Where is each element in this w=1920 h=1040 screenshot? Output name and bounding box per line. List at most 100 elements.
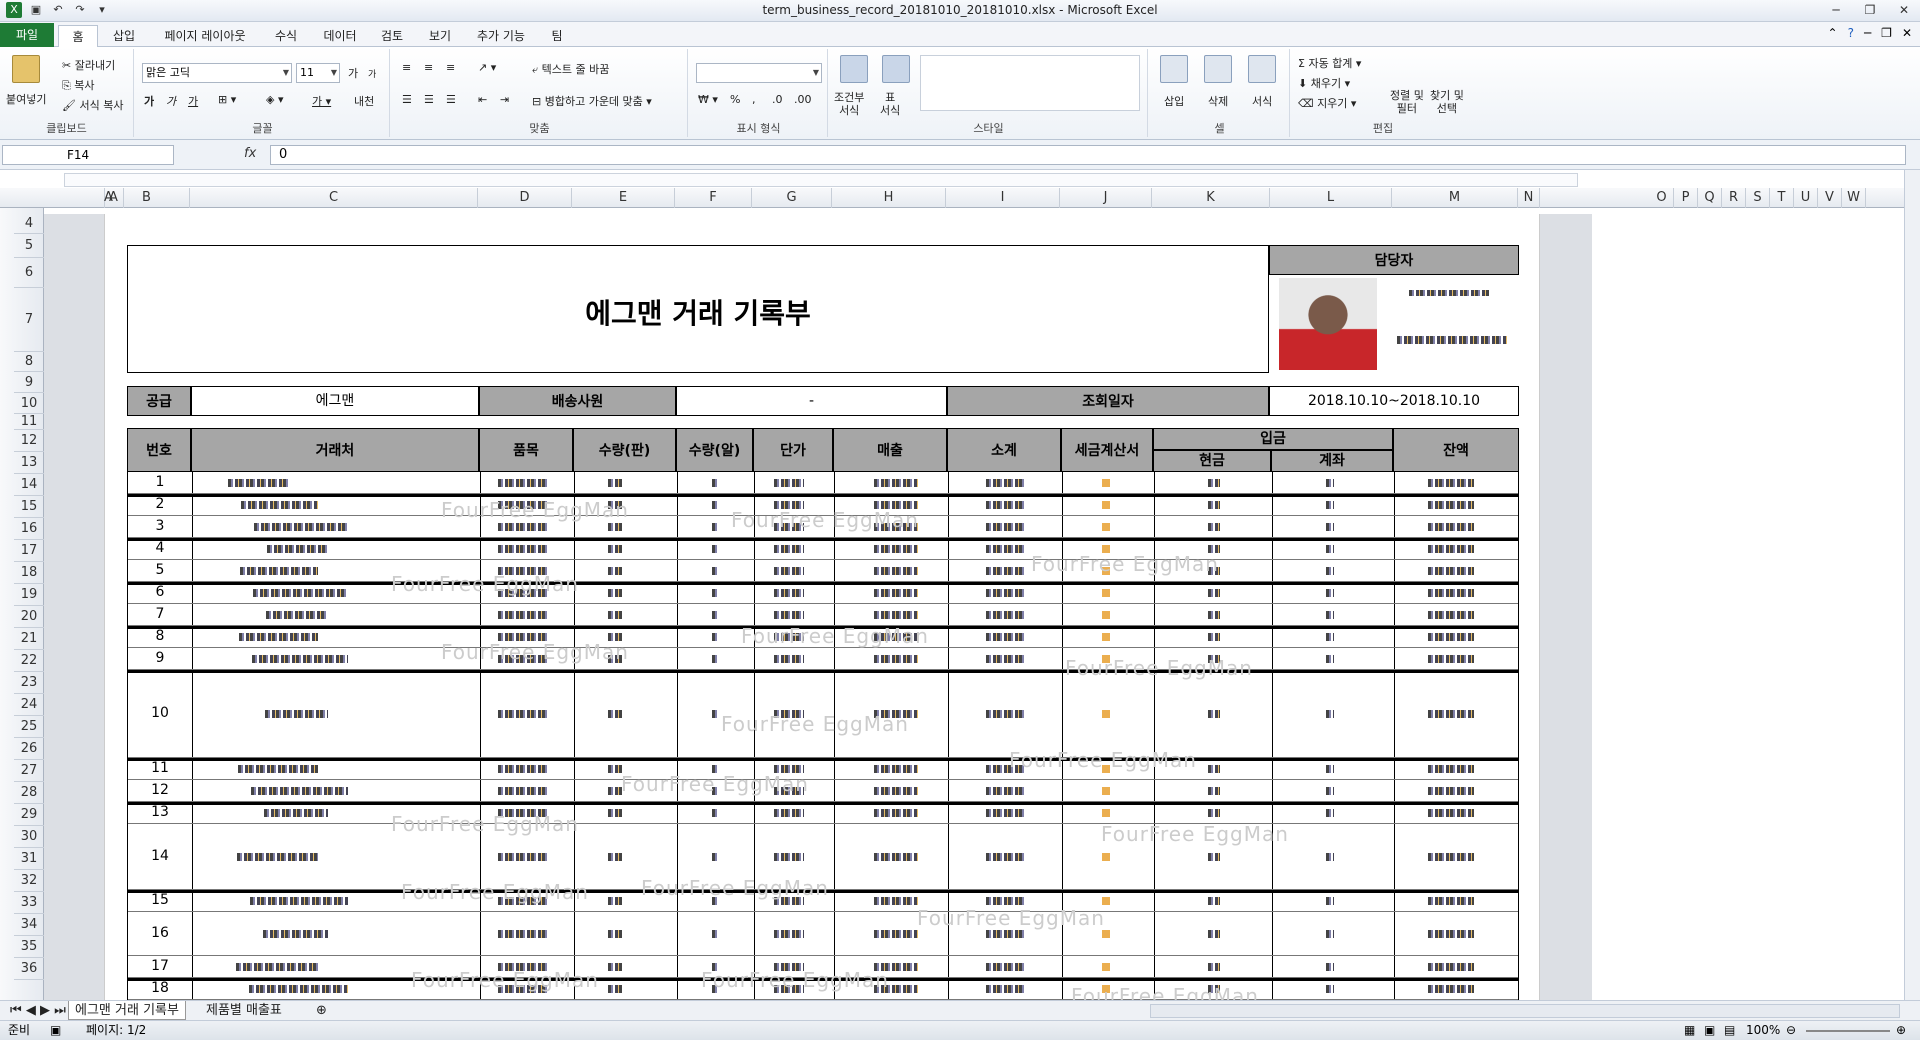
row-header[interactable]: 14 <box>14 474 44 496</box>
number-format-select[interactable]: ▼ <box>696 63 822 83</box>
minimize-button[interactable]: ─ <box>1832 3 1840 17</box>
column-header[interactable]: O <box>1650 188 1674 208</box>
table-row[interactable] <box>128 802 1518 824</box>
sheet-tab-2[interactable]: 제품별 매출표 <box>206 1003 282 1018</box>
fill-button[interactable]: ⬇ 채우기 ▾ <box>1298 77 1351 90</box>
row-header[interactable]: 8 <box>14 352 44 372</box>
help-icon[interactable]: ? <box>1847 26 1854 40</box>
row-header[interactable]: 5 <box>14 234 44 258</box>
tab-insert[interactable]: 삽입 <box>112 29 136 43</box>
row-header[interactable]: 35 <box>14 936 44 958</box>
copy-button[interactable]: ⎘ 복사 <box>62 79 95 92</box>
close-button[interactable]: ✕ <box>1898 3 1910 17</box>
column-header[interactable]: P <box>1674 188 1698 208</box>
merge-center-button[interactable]: ⊟ 병합하고 가운데 맞춤 ▾ <box>532 95 652 108</box>
decrease-indent-button[interactable]: ⇤ <box>478 93 488 106</box>
tab-addins[interactable]: 추가 기능 <box>477 29 525 43</box>
row-header[interactable]: 10 <box>14 393 44 414</box>
table-row[interactable] <box>128 912 1518 956</box>
row-header[interactable]: 27 <box>14 760 44 782</box>
delete-cells-icon[interactable] <box>1204 55 1232 83</box>
view-page-break-icon[interactable]: ▤ <box>1724 1023 1736 1037</box>
row-header[interactable]: 25 <box>14 716 44 738</box>
tab-review[interactable]: 검토 <box>380 29 404 43</box>
row-header[interactable]: 15 <box>14 496 44 518</box>
tab-formulas[interactable]: 수식 <box>274 29 298 43</box>
font-name-select[interactable]: 맑은 고딕 ▼ <box>142 63 292 83</box>
doc-restore-icon[interactable]: ❐ <box>1881 26 1892 40</box>
border-button[interactable]: ⊞ ▾ <box>218 93 237 106</box>
zoom-slider[interactable] <box>1806 1030 1890 1032</box>
redo-icon[interactable]: ↷ <box>75 3 85 16</box>
font-color-button[interactable]: 가 ▾ <box>312 95 332 108</box>
row-header[interactable]: 19 <box>14 584 44 606</box>
clear-button[interactable]: ⌫ 지우기 ▾ <box>1298 97 1357 110</box>
save-icon[interactable]: ▣ <box>30 3 42 16</box>
view-page-layout-icon[interactable]: ▣ <box>1704 1023 1716 1037</box>
tab-view[interactable]: 보기 <box>428 29 452 43</box>
vertical-scrollbar[interactable] <box>1904 170 1920 1000</box>
align-center-button[interactable]: ☰ <box>424 93 434 106</box>
increase-decimal-button[interactable]: .0 <box>772 93 783 106</box>
customize-qat-icon[interactable]: ▾ <box>99 3 105 16</box>
sheet-nav-buttons[interactable]: ⏮ ◀ ▶ ⏭ <box>10 1003 66 1018</box>
insert-function-button[interactable]: fx <box>244 146 257 161</box>
table-row[interactable] <box>128 626 1518 648</box>
zoom-in-button[interactable]: ⊕ <box>1896 1023 1907 1037</box>
sort-filter-button[interactable]: 정렬 및 필터 <box>1390 89 1424 115</box>
tab-file[interactable]: 파일 <box>0 23 54 47</box>
orientation-button[interactable]: ↗ ▾ <box>478 61 497 74</box>
align-left-button[interactable]: ☰ <box>402 93 412 106</box>
column-header[interactable]: I <box>946 188 1060 208</box>
doc-minimize-icon[interactable]: ─ <box>1863 26 1872 40</box>
column-header[interactable]: E <box>572 188 675 208</box>
column-header[interactable]: T <box>1770 188 1794 208</box>
column-header[interactable]: G <box>752 188 832 208</box>
table-format-button[interactable]: 표 서식 <box>880 91 901 117</box>
column-header[interactable]: A <box>104 188 124 208</box>
format-cells-icon[interactable] <box>1248 55 1276 83</box>
row-header[interactable]: 6 <box>14 258 44 288</box>
column-header[interactable]: U <box>1794 188 1818 208</box>
doc-close-icon[interactable]: ✕ <box>1901 26 1912 40</box>
tab-team[interactable]: 팀 <box>551 29 563 43</box>
row-header[interactable]: 7 <box>14 288 44 352</box>
tab-page-layout[interactable]: 페이지 레이아웃 <box>164 29 246 43</box>
row-header[interactable]: 17 <box>14 540 44 562</box>
increase-indent-button[interactable]: ⇥ <box>500 93 510 106</box>
table-row[interactable] <box>128 538 1518 560</box>
name-box[interactable]: F14 <box>2 145 174 165</box>
table-row[interactable] <box>128 978 1518 1000</box>
cell-styles-gallery[interactable] <box>920 55 1140 111</box>
row-header[interactable]: 4 <box>14 214 44 234</box>
table-row[interactable] <box>128 516 1518 538</box>
row-header[interactable]: 22 <box>14 650 44 672</box>
row-header[interactable]: 23 <box>14 672 44 694</box>
table-row[interactable] <box>128 758 1518 780</box>
table-row[interactable] <box>128 890 1518 912</box>
row-header[interactable]: 18 <box>14 562 44 584</box>
comma-button[interactable]: , <box>752 93 756 106</box>
column-header[interactable]: V <box>1818 188 1842 208</box>
align-right-button[interactable]: ☰ <box>446 93 456 106</box>
horizontal-scrollbar[interactable] <box>1150 1004 1900 1018</box>
wrap-text-button[interactable]: ⤶ 텍스트 줄 바꿈 <box>532 63 610 76</box>
paste-icon[interactable] <box>12 55 40 83</box>
insert-cells-icon[interactable] <box>1160 55 1188 83</box>
column-header[interactable]: C <box>190 188 478 208</box>
column-header[interactable]: L <box>1270 188 1392 208</box>
table-row[interactable] <box>128 780 1518 802</box>
format-painter-button[interactable]: 🖌 서식 복사 <box>62 99 124 112</box>
row-header[interactable]: 36 <box>14 958 44 980</box>
row-header[interactable]: 26 <box>14 738 44 760</box>
column-header[interactable]: H <box>832 188 946 208</box>
conditional-format-button[interactable]: 조건부 서식 <box>834 91 865 117</box>
find-select-button[interactable]: 찾기 및 선택 <box>1430 89 1464 115</box>
table-row[interactable] <box>128 472 1518 494</box>
restore-button[interactable]: ❐ <box>1864 3 1876 17</box>
column-header[interactable]: N <box>1518 188 1540 208</box>
align-top-button[interactable]: ≡ <box>402 61 412 74</box>
table-row[interactable] <box>128 494 1518 516</box>
cut-button[interactable]: ✂ 잘라내기 <box>62 59 116 72</box>
table-row[interactable] <box>128 560 1518 582</box>
